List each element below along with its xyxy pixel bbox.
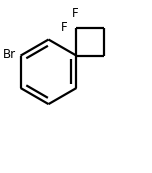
Text: Br: Br xyxy=(3,48,16,61)
Text: F: F xyxy=(61,21,68,34)
Text: F: F xyxy=(72,7,78,20)
